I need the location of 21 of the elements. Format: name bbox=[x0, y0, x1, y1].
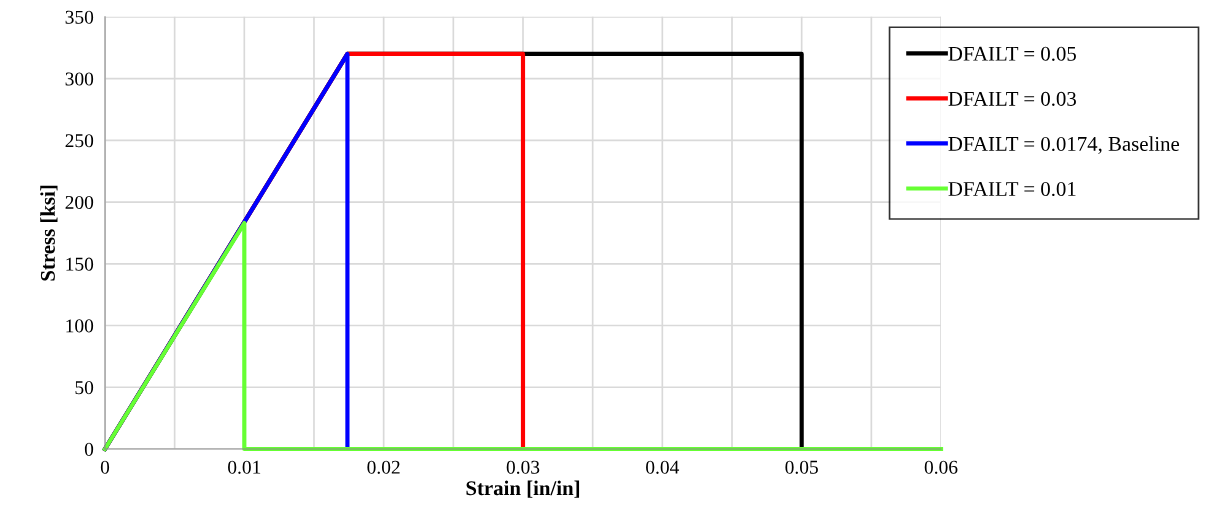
legend-label: DFAILT = 0.05 bbox=[948, 46, 1076, 61]
legend-label: DFAILT = 0.0174, Baseline bbox=[948, 136, 1180, 154]
y-tick-label: 50 bbox=[75, 381, 94, 395]
x-tick-label: 0.02 bbox=[367, 460, 400, 474]
x-tick-label: 0.01 bbox=[228, 460, 261, 474]
x-axis-title: Strain [in/in] bbox=[466, 480, 580, 498]
legend-label: DFAILT = 0.03 bbox=[948, 91, 1076, 106]
y-axis-title: Stress [ksi] bbox=[40, 185, 58, 281]
y-tick-label: 150 bbox=[66, 257, 94, 271]
y-tick-label: 200 bbox=[65, 195, 94, 209]
x-tick-label: 0.04 bbox=[646, 460, 680, 474]
y-tick-label: 0 bbox=[84, 442, 94, 456]
y-tick-label: 300 bbox=[65, 72, 94, 86]
y-tick-label: 100 bbox=[66, 319, 94, 333]
y-tick-label: 250 bbox=[65, 134, 94, 148]
x-tick-label: 0.03 bbox=[506, 460, 540, 474]
x-tick-label: 0 bbox=[100, 460, 110, 474]
x-tick-label: 0.06 bbox=[924, 460, 958, 474]
x-tick-label: 0.05 bbox=[785, 460, 818, 474]
y-tick-label: 350 bbox=[65, 10, 94, 24]
legend-label: DFAILT = 0.01 bbox=[948, 181, 1076, 197]
